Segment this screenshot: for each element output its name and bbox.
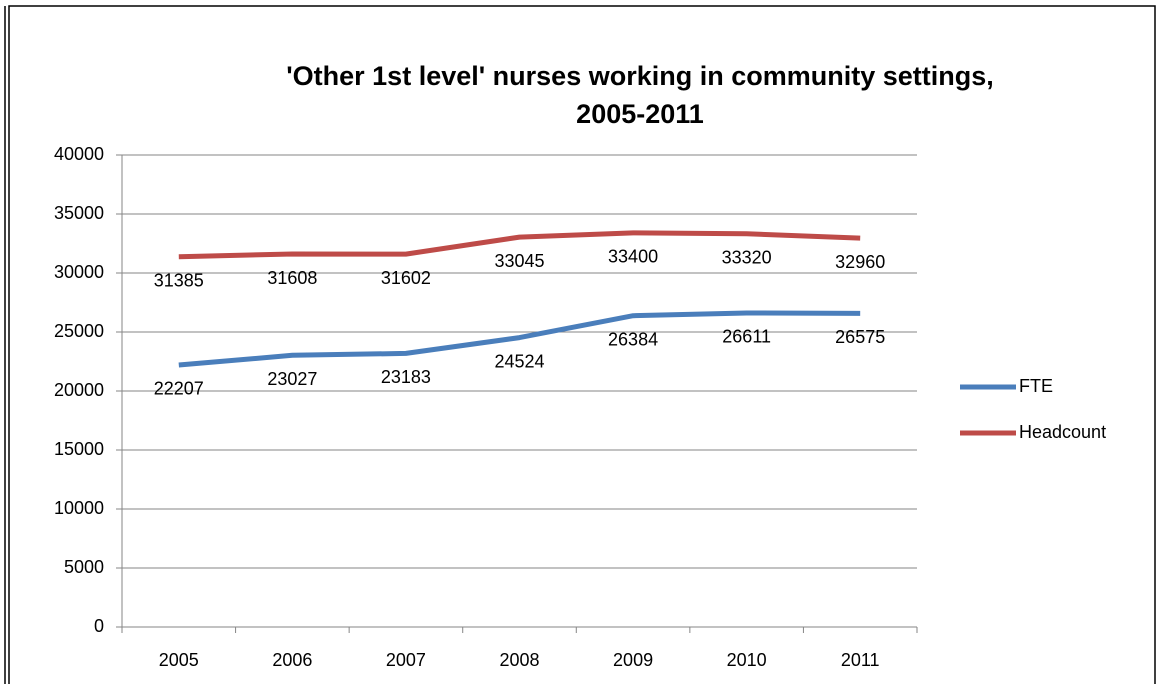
y-tick-label: 40000 — [54, 144, 104, 164]
data-label: 26384 — [608, 329, 658, 349]
y-tick-label: 30000 — [54, 262, 104, 282]
data-label: 33400 — [608, 247, 658, 267]
chart-frame — [8, 5, 1156, 684]
x-tick-label: 2008 — [499, 650, 539, 670]
data-label: 32960 — [835, 252, 885, 272]
x-tick-label: 2009 — [613, 650, 653, 670]
x-tick-label: 2010 — [727, 650, 767, 670]
y-tick-label: 15000 — [54, 439, 104, 459]
chart-title: 2005-2011 — [576, 99, 704, 129]
data-label: 33320 — [722, 248, 772, 268]
x-tick-label: 2011 — [841, 650, 880, 670]
x-tick-label: 2006 — [272, 650, 312, 670]
y-tick-label: 0 — [94, 616, 104, 636]
x-tick-label: 2007 — [386, 650, 426, 670]
y-tick-label: 20000 — [54, 380, 104, 400]
series-line — [178, 310, 861, 368]
y-tick-label: 35000 — [54, 203, 104, 223]
legend-label: Headcount — [1019, 422, 1106, 442]
y-tick-label: 25000 — [54, 321, 104, 341]
data-label: 22207 — [154, 379, 204, 399]
data-label: 31602 — [381, 268, 431, 288]
legend-label: FTE — [1019, 376, 1053, 396]
y-tick-label: 10000 — [54, 498, 104, 518]
data-label: 23183 — [381, 367, 431, 387]
data-label: 23027 — [267, 369, 317, 389]
data-label: 24524 — [494, 351, 544, 371]
chart-title: 'Other 1st level' nurses working in comm… — [286, 61, 994, 91]
data-label: 33045 — [494, 251, 544, 271]
data-label: 26575 — [835, 327, 885, 347]
data-label: 26611 — [722, 327, 771, 347]
data-label: 31385 — [154, 270, 204, 290]
x-tick-label: 2005 — [159, 650, 199, 670]
series-line — [178, 230, 861, 260]
data-label: 31608 — [267, 268, 317, 288]
y-tick-label: 5000 — [64, 557, 104, 577]
